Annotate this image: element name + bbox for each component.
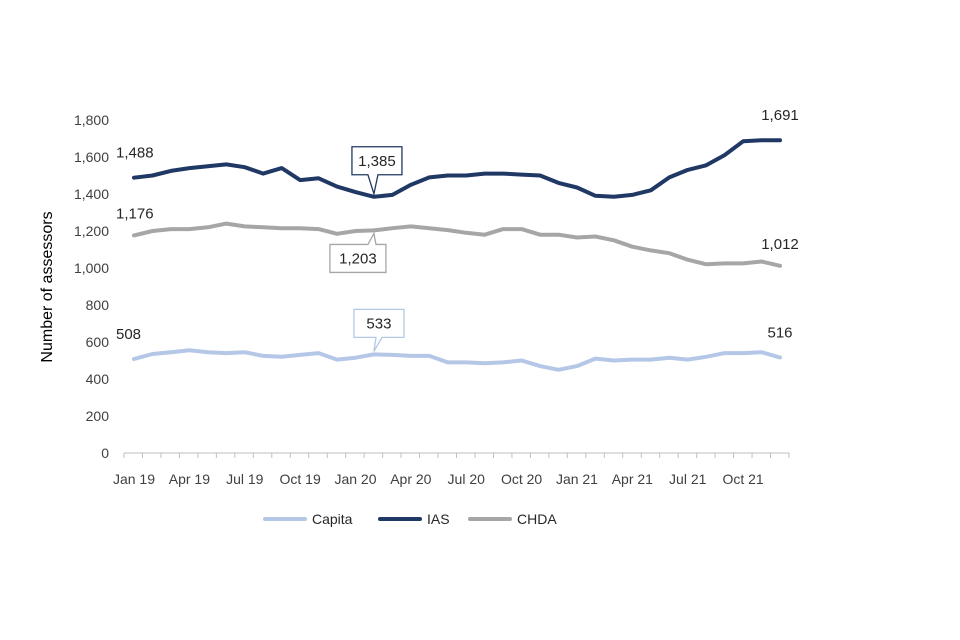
x-tick-label: Jul 19 [226, 471, 264, 487]
data-label-capita-13-callout-box [353, 308, 405, 352]
y-tick-label: 200 [86, 408, 110, 424]
data-label-ias-13-callout-box [351, 146, 403, 197]
series-lines [132, 138, 782, 372]
data-label-chda-13-callout-box [329, 231, 387, 274]
x-tick-label: Oct 19 [279, 471, 320, 487]
data-label-capita-35: 516 [767, 325, 792, 342]
data-label-ias-13: 1,385 [358, 153, 396, 170]
y-tick-label: 1,400 [74, 186, 109, 202]
data-label-ias-35: 1,691 [761, 107, 799, 124]
data-label-chda-0: 1,176 [116, 205, 154, 222]
legend-label-ias: IAS [427, 511, 450, 527]
data-label-chda-13: 1,203 [339, 250, 377, 267]
y-tick-label: 600 [86, 334, 110, 350]
x-tick-label: Apr 19 [169, 471, 210, 487]
x-axis: Jan 19 Apr 19 Jul 19 Oct 19 Jan 20 Apr 20 Jul … [113, 452, 790, 487]
y-tick-label: 0 [101, 445, 109, 461]
data-label-capita-13: 533 [366, 315, 391, 332]
legend: Capita IAS CHDA [263, 511, 557, 527]
x-tick-label: Jan 21 [556, 471, 598, 487]
y-tick-label: 800 [86, 297, 110, 313]
x-tick-label: Jul 21 [669, 471, 707, 487]
x-tick-label: Apr 21 [612, 471, 653, 487]
data-label-ias-0: 1,488 [116, 145, 154, 162]
y-axis-ticks: 0 200 400 600 800 1,000 1,200 1,400 1,600 1,800 [74, 112, 109, 461]
y-tick-label: 400 [86, 371, 110, 387]
y-tick-label: 1,200 [74, 223, 109, 239]
data-label-capita-0: 508 [116, 326, 141, 343]
x-tick-label: Oct 21 [722, 471, 763, 487]
y-tick-label: 1,800 [74, 112, 109, 128]
x-tick-label: Jan 19 [113, 471, 155, 487]
x-tick-label: Oct 20 [501, 471, 542, 487]
series-line-capita [132, 348, 782, 372]
y-axis-title: Number of assessors [39, 211, 56, 362]
series-line-chda [132, 221, 782, 268]
x-tick-label: Apr 20 [390, 471, 431, 487]
y-tick-label: 1,000 [74, 260, 109, 276]
series-line-ias [132, 138, 782, 199]
legend-label-capita: Capita [312, 511, 353, 527]
x-tick-label: Jul 20 [448, 471, 486, 487]
x-tick-label: Jan 20 [334, 471, 376, 487]
data-labels: 1,488 1,385 1,691 1,176 1,203 1,012 508 533 516 [116, 107, 799, 352]
data-label-chda-35: 1,012 [761, 236, 799, 253]
y-tick-label: 1,600 [74, 149, 109, 165]
legend-label-chda: CHDA [517, 511, 557, 527]
